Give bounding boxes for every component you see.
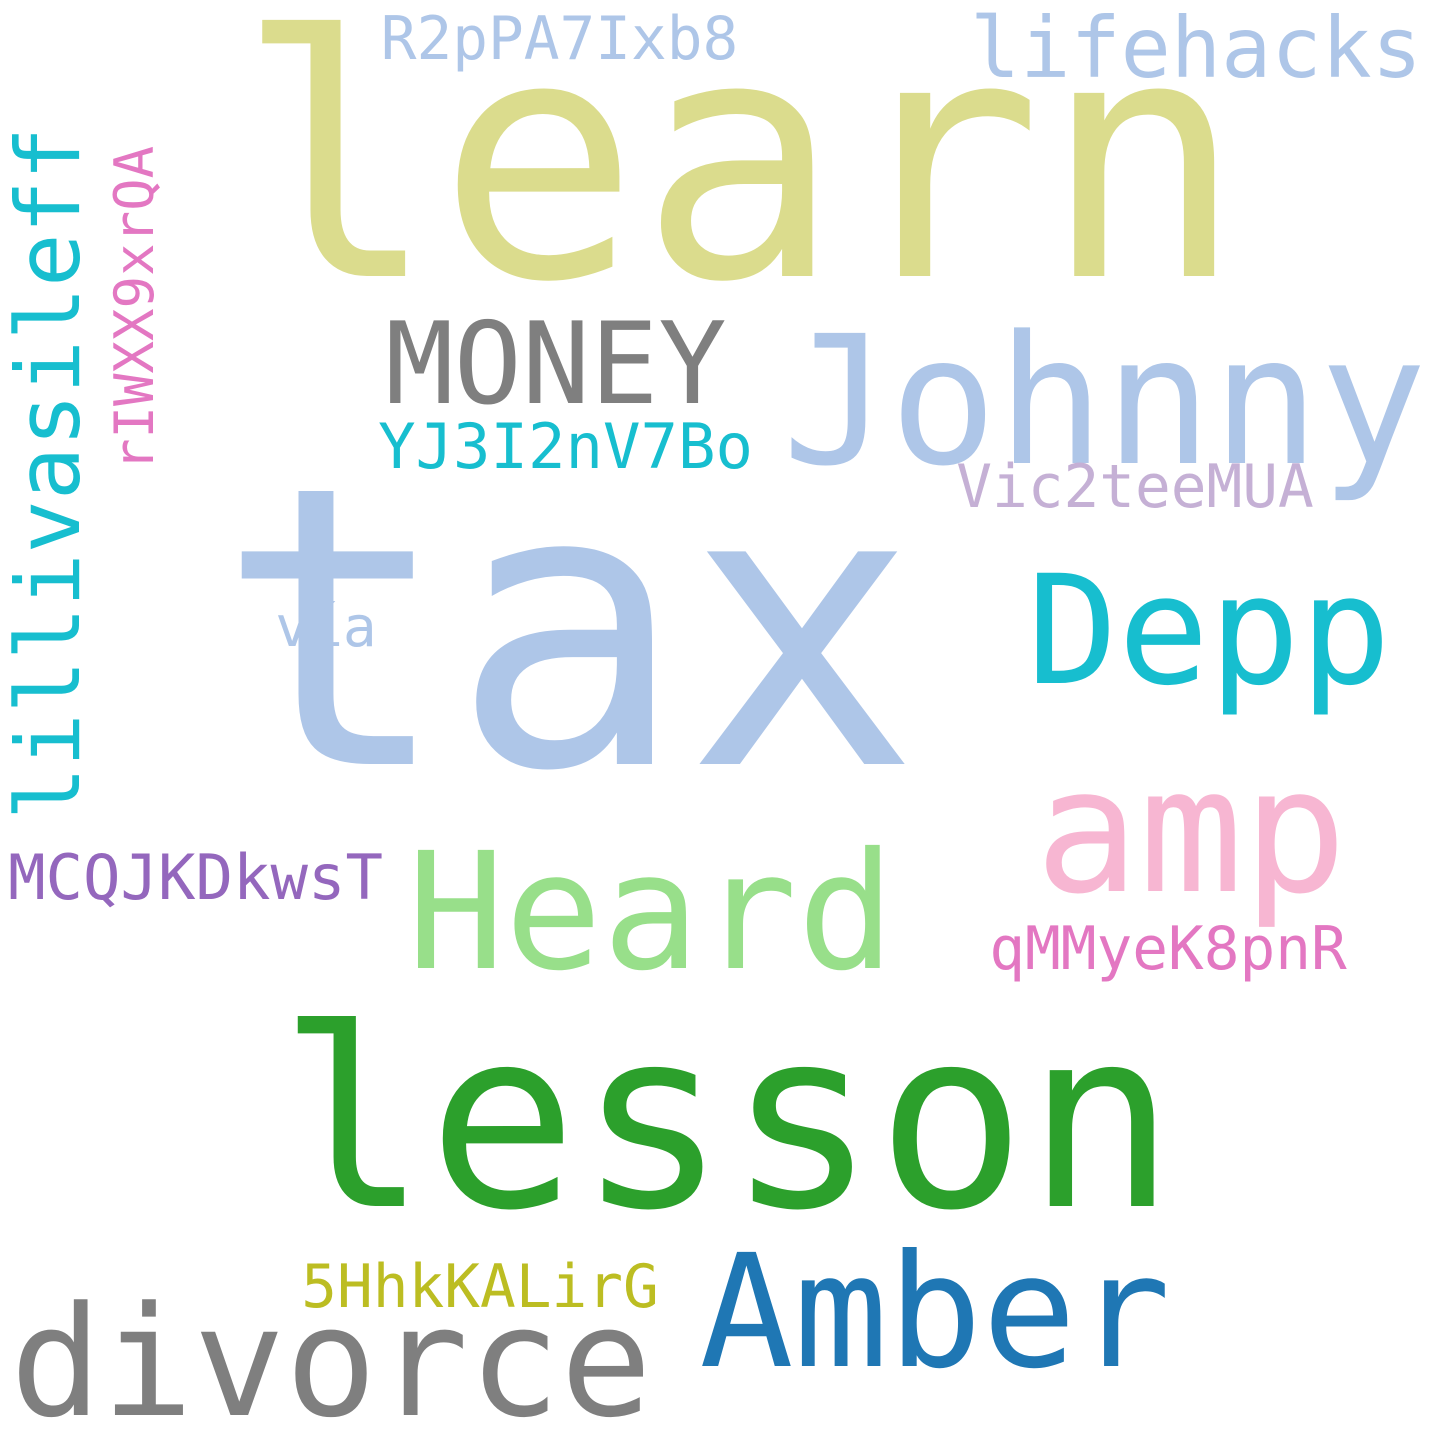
word-lillivasileff: lillivasileff xyxy=(0,126,100,820)
word-qmmyek8pnr: qMMyeK8pnR xyxy=(989,914,1347,984)
word-depp: Depp xyxy=(1026,543,1392,720)
word-lifehacks: lifehacks xyxy=(970,0,1422,98)
word-amber: Amber xyxy=(699,1221,1171,1404)
word-mcqjkdkwst: MCQJKDkwsT xyxy=(8,840,383,914)
word-lesson: lesson xyxy=(278,974,1176,1265)
word-johnny: Johnny xyxy=(782,298,1427,507)
word-vic2teemua: Vic2teeMUA xyxy=(956,452,1314,522)
word-divorce: divorce xyxy=(10,1273,652,1440)
word-riwxx9xrqa: rIWXX9xrQA xyxy=(103,145,166,471)
word-learn: learn xyxy=(236,0,1244,355)
word-r2ppa7ixb8: R2pPA7Ixb8 xyxy=(380,4,739,74)
word-via: vía xyxy=(275,594,377,660)
word-5hhkkalirg: 5HhkKALirG xyxy=(301,1252,659,1322)
word-heard: Heard xyxy=(407,819,895,1007)
word-money: MONEY xyxy=(385,297,727,430)
word-tax: tax xyxy=(216,402,920,856)
word-amp: amp xyxy=(1035,730,1347,932)
word-yj3i2nv7bo: YJ3I2nV7Bo xyxy=(378,409,753,483)
